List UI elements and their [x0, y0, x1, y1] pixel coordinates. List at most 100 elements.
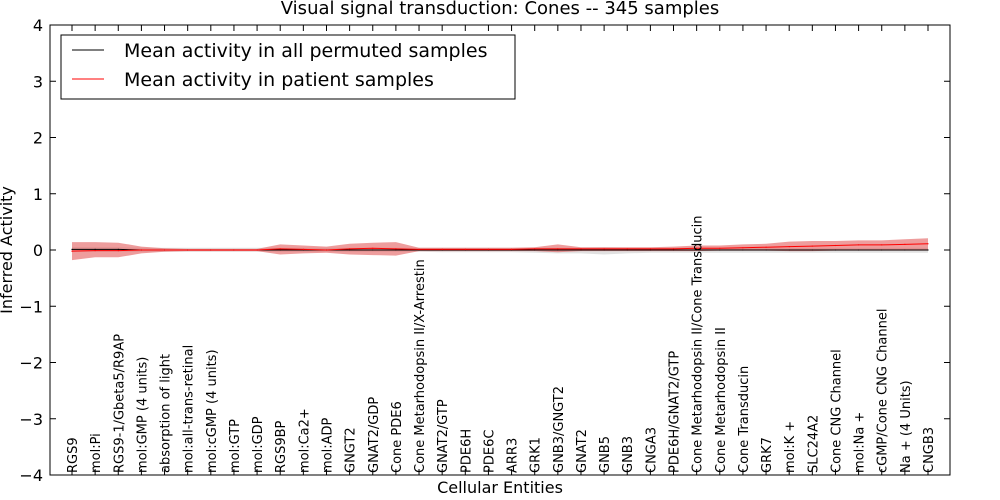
x-category-label: Cone CNG Channel: [830, 349, 845, 473]
y-tick-label: −3: [19, 410, 43, 429]
data-point: [811, 245, 813, 247]
x-category-label: Cone Metarhodopsin II/X-Arrestin: [413, 259, 428, 473]
x-category-label: mol:Ca2+: [297, 408, 312, 473]
data-point: [696, 249, 698, 251]
data-point: [834, 249, 837, 251]
x-category-label: mol:GMP (4 units): [135, 357, 150, 473]
x-category-label: absorption of light: [159, 354, 174, 473]
data-point: [927, 249, 929, 251]
x-category-label: ARR3: [506, 438, 521, 473]
y-tick-label: 4: [33, 16, 43, 35]
data-point: [765, 246, 767, 248]
data-point: [256, 249, 258, 251]
data-point: [719, 249, 721, 251]
x-category-label: Cone Metarhodopsin II/Cone Transducin: [691, 216, 706, 474]
x-axis-label: Cellular Entities: [437, 478, 563, 497]
data-point: [603, 249, 605, 251]
data-point: [672, 249, 675, 251]
data-point: [279, 249, 281, 251]
data-point: [580, 248, 582, 250]
x-category-label: GRK1: [529, 437, 544, 473]
y-axis-label: Inferred Activity: [0, 186, 16, 314]
data-point: [580, 249, 582, 251]
data-point: [765, 249, 767, 251]
y-tick-label: 2: [33, 129, 43, 148]
data-point: [372, 249, 374, 251]
x-category-label: GNAT2/GDP: [367, 397, 382, 473]
data-point: [94, 248, 96, 250]
data-point: [557, 249, 559, 251]
x-category-label: mol:Pi: [89, 433, 104, 473]
x-category-label: mol:K +: [783, 421, 798, 473]
y-tick-label: 3: [33, 72, 43, 91]
y-tick-label: 1: [33, 185, 43, 204]
x-category-label: GNGT2: [344, 427, 359, 473]
x-category-label: PDE6H/GNAT2/GTP: [668, 351, 683, 473]
legend-label-permuted: Mean activity in all permuted samples: [124, 40, 487, 62]
x-category-label: mol:GTP: [228, 419, 243, 473]
x-category-label: CNGB3: [922, 427, 937, 473]
chart-title: Visual signal transduction: Cones -- 345…: [281, 0, 719, 19]
data-point: [834, 244, 837, 247]
data-point: [395, 248, 397, 250]
x-category-label: RGS9BP: [274, 420, 289, 473]
data-point: [788, 249, 790, 251]
x-category-label: GNAT2: [575, 429, 590, 473]
x-category-label: PDE6H: [459, 429, 474, 473]
data-point: [904, 249, 906, 251]
data-point: [881, 244, 883, 246]
x-axis-category-labels: RGS9 mol:Pi RGS9-1/Gbeta5/R9AP mol:GMP (4 u…: [66, 25, 937, 475]
x-category-label: GNAT2/GTP: [436, 399, 451, 473]
y-axis: −4 −3 −2 −1 0 1 2 3 4: [19, 16, 950, 485]
y-tick-label: −1: [19, 297, 43, 316]
data-point: [464, 248, 466, 250]
data-point: [187, 249, 189, 251]
data-point: [279, 248, 281, 250]
x-category-label: Cone Metarhodopsin II: [714, 327, 729, 473]
data-point: [418, 248, 420, 250]
data-point: [626, 248, 628, 250]
data-point: [349, 248, 351, 250]
x-category-label: mol:cGMP (4 units): [205, 349, 220, 473]
series-lines: [71, 243, 929, 252]
series-line-patient: [71, 243, 929, 252]
x-category-label: CNGA3: [644, 427, 659, 473]
data-point: [140, 249, 142, 251]
data-point: [117, 248, 119, 250]
x-category-label: mol:GDP: [251, 416, 266, 473]
x-category-label: Cone Transducin: [737, 366, 752, 473]
data-point: [811, 249, 813, 251]
x-category-label: mol:Na +: [853, 412, 868, 473]
data-point: [649, 248, 652, 250]
data-point: [858, 244, 860, 246]
x-category-label: RGS9: [66, 437, 81, 473]
data-point: [858, 249, 860, 251]
x-category-label: mol:ADP: [321, 417, 336, 473]
data-point: [927, 243, 929, 245]
data-point: [441, 248, 443, 250]
data-point: [742, 247, 744, 249]
y-tick-label: −2: [19, 354, 43, 373]
data-point: [672, 248, 675, 250]
x-category-label: Na + (4 Units): [899, 380, 914, 473]
data-point: [719, 247, 721, 249]
data-point: [395, 249, 397, 251]
legend-box: [60, 34, 516, 100]
x-category-label: GNB5: [598, 436, 613, 473]
data-point: [210, 249, 212, 251]
x-category-label: GNB3/GNGT2: [552, 386, 567, 473]
data-point: [603, 248, 605, 250]
data-point: [534, 248, 536, 250]
legend: Mean activity in all permuted samples Me…: [60, 34, 516, 100]
data-point: [302, 248, 304, 250]
data-point: [233, 249, 235, 251]
data-point: [742, 249, 744, 251]
x-category-label: SLC24A2: [806, 415, 821, 473]
data-point: [71, 250, 73, 252]
data-point: [349, 249, 351, 251]
data-point: [626, 249, 628, 251]
x-category-label: Cone PDE6: [390, 401, 405, 473]
data-point: [163, 249, 166, 251]
data-point: [557, 248, 559, 250]
